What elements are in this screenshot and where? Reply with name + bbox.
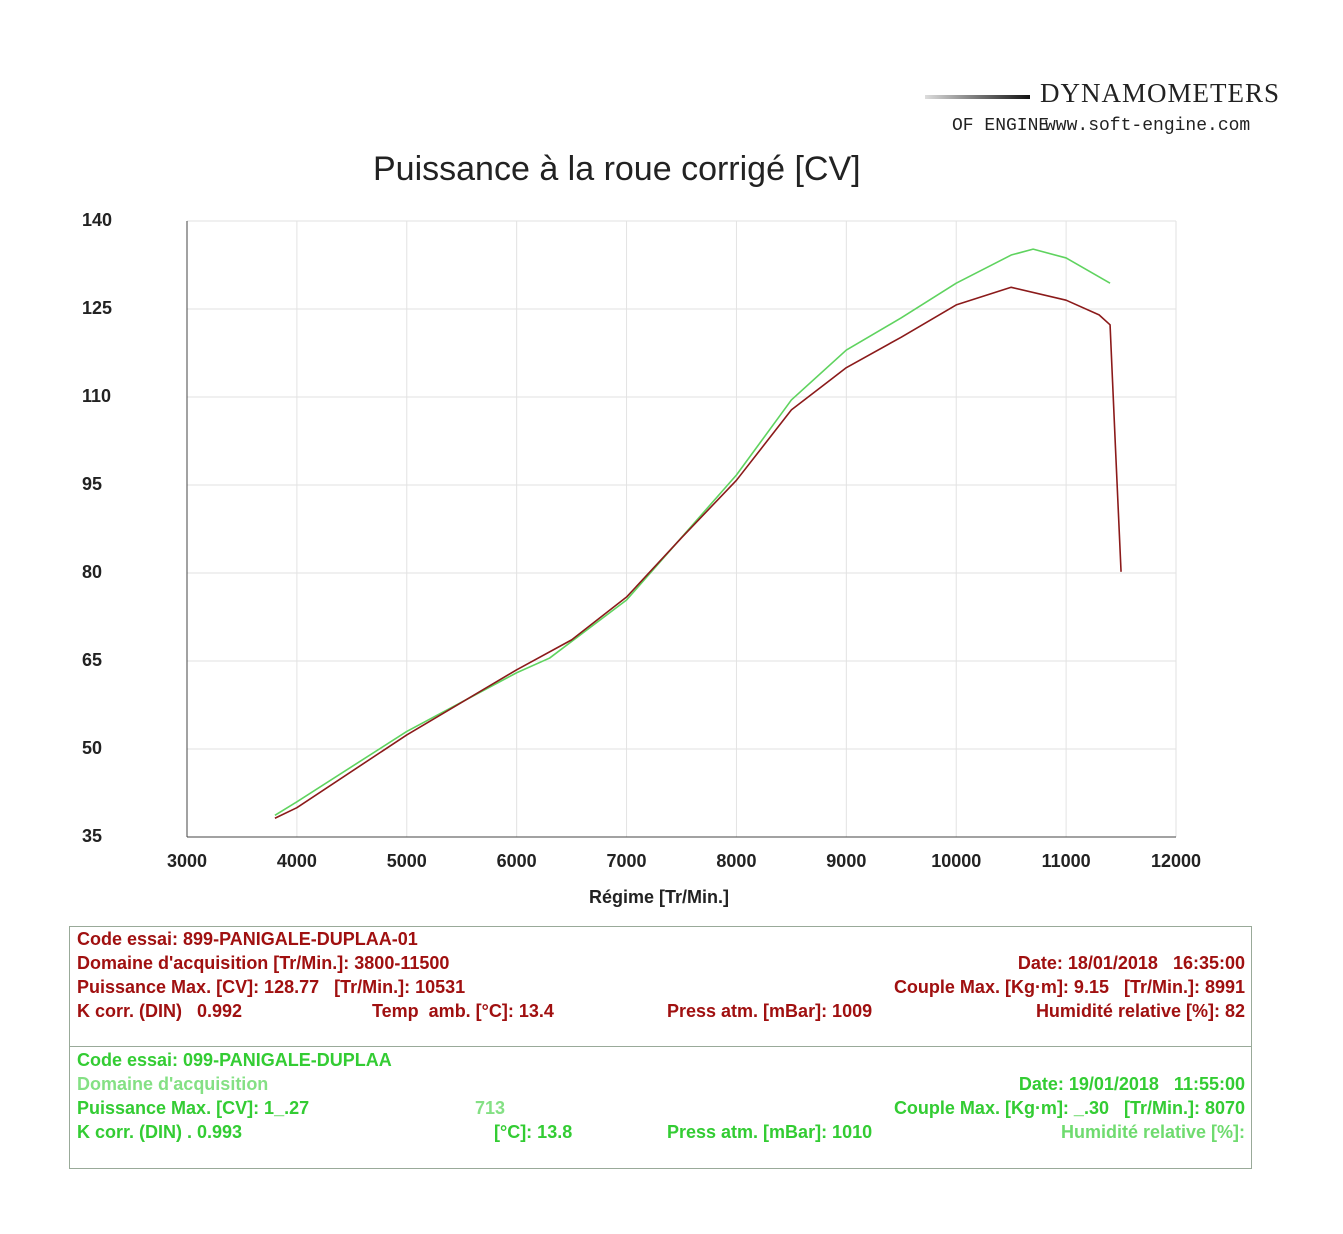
x-tick-label: 5000 [386,851,427,871]
y-tick-label: 80 [82,562,103,582]
run1-power: Puissance Max. [CV]: 128.77 [Tr/Min.]: 1… [77,977,466,997]
x-tick-label: 9000 [826,851,867,871]
run1-humidity: Humidité relative [%]: 82 [1035,1001,1245,1021]
run2-torque: Couple Max. [Kg·m]: _.30 [Tr/Min.]: 8070 [893,1098,1245,1118]
x-tick-label: 8000 [716,851,757,871]
y-tick-label: 110 [82,386,112,406]
x-tick-label: 10000 [931,851,982,871]
run2-date: Date: 19/01/2018 11:55:00 [1018,1074,1245,1094]
run1-info: Code essai: 899-PANIGALE-DUPLAA-01 Domai… [69,926,1252,1047]
run2-press: Press atm. [mBar]: 1010 [667,1122,873,1142]
y-tick-label: 50 [82,738,103,758]
x-axis-label: Régime [Tr/Min.] [588,887,729,907]
run2-kcorr: K corr. (DIN) . 0.993 [77,1122,243,1142]
y-tick-label: 35 [82,826,103,846]
power-curve-1 [274,286,1122,819]
chart-title: Puissance à la roue corrigé [CV] [373,150,861,188]
y-tick-label: 65 [82,650,103,670]
run1-temp: Temp amb. [°C]: 13.4 [372,1001,554,1021]
power-curve-2 [274,248,1111,816]
x-tick-label: 6000 [496,851,537,871]
logo-brand: DYNAMOMETERS [1040,78,1281,108]
y-tick-label: 125 [82,298,113,318]
plot-area [186,220,1177,838]
run1-code: Code essai: 899-PANIGALE-DUPLAA-01 [77,929,418,949]
run2-code: Code essai: 099-PANIGALE-DUPLAA [77,1050,392,1070]
y-tick-label: 140 [82,210,113,230]
x-tick-label: 12000 [1150,851,1202,871]
run1-domain: Domaine d'acquisition [Tr/Min.]: 3800-11… [77,953,450,973]
logo-bar [925,95,1030,99]
x-tick-label: 3000 [166,851,208,871]
run1-torque: Couple Max. [Kg·m]: 9.15 [Tr/Min.]: 8991 [893,977,1245,997]
run1-press: Press atm. [mBar]: 1009 [667,1001,873,1021]
run2-info: Code essai: 099-PANIGALE-DUPLAA Domaine … [69,1046,1252,1169]
x-tick-label: 7000 [606,851,647,871]
logo-sub: OF ENGINE [952,116,1050,136]
run2-domain: Domaine d'acquisition [77,1074,269,1094]
run1-kcorr: K corr. (DIN) 0.992 [77,1001,243,1021]
x-tick-label: 11000 [1041,851,1091,871]
run1-date: Date: 18/01/2018 16:35:00 [1017,953,1245,973]
run2-rpm: 713 [475,1098,506,1118]
y-tick-label: 95 [82,474,103,494]
x-tick-label: 4000 [276,851,317,871]
logo-url: www.soft-engine.com [1045,116,1251,136]
run2-temp: [°C]: 13.8 [494,1122,573,1142]
run2-humidity: Humidité relative [%]: [1060,1122,1245,1142]
run2-power: Puissance Max. [CV]: 1_.27 [77,1098,310,1118]
